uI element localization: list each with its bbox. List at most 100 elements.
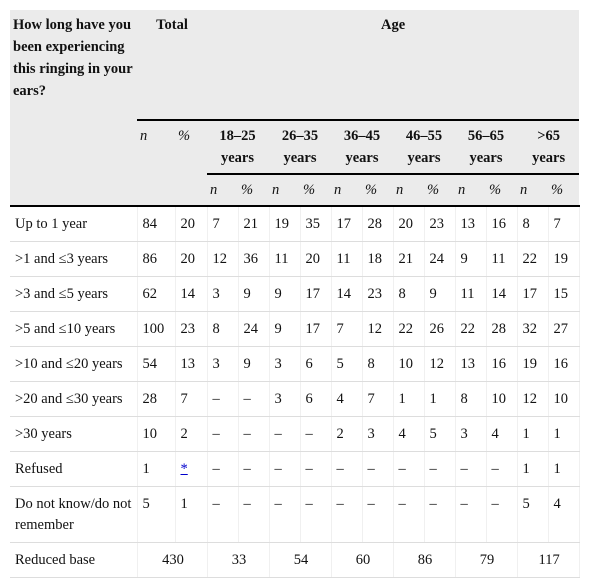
cell: 10 <box>486 381 518 417</box>
cell: 1 <box>548 416 580 452</box>
cell: 9 <box>455 241 487 277</box>
cell: – <box>269 451 301 487</box>
row-label: Do not know/do not remember <box>10 486 138 543</box>
cell: – <box>269 486 301 543</box>
cell: 5 <box>331 346 363 382</box>
cell: 5 <box>137 486 176 543</box>
row-label: >10 and ≤20 years <box>10 346 138 382</box>
cell: 62 <box>137 276 176 312</box>
cell: 19 <box>548 241 580 277</box>
sub-header: % <box>175 120 208 207</box>
cell: 6 <box>300 346 332 382</box>
cell: 16 <box>486 206 518 242</box>
cell: – <box>331 451 363 487</box>
cell: 36 <box>238 241 270 277</box>
cell: 1 <box>517 451 549 487</box>
cell: 1 <box>517 416 549 452</box>
cell: 8 <box>517 206 549 242</box>
age-group: 26–35 years <box>268 120 332 175</box>
cell: 21 <box>393 241 425 277</box>
cell: – <box>393 451 425 487</box>
cell: 10 <box>137 416 176 452</box>
cell: 20 <box>175 206 208 242</box>
cell: – <box>300 486 332 543</box>
cell: 27 <box>548 311 580 347</box>
cell: 4 <box>486 416 518 452</box>
cell: 8 <box>393 276 425 312</box>
base-row: Reduced base 430 33 54 60 86 79 117 <box>10 542 580 578</box>
cell: 8 <box>207 311 239 347</box>
cell: 4 <box>331 381 363 417</box>
cell: 14 <box>175 276 208 312</box>
row-label: >3 and ≤5 years <box>10 276 138 312</box>
base-cell: 430 <box>137 542 208 578</box>
cell: 54 <box>137 346 176 382</box>
cell: 2 <box>331 416 363 452</box>
cell: 9 <box>269 276 301 312</box>
cell: 22 <box>393 311 425 347</box>
row-label: Up to 1 year <box>10 206 138 242</box>
cell: – <box>269 416 301 452</box>
cell: – <box>207 381 239 417</box>
cell: 26 <box>424 311 456 347</box>
cell: 17 <box>331 206 363 242</box>
cell: 86 <box>137 241 176 277</box>
cell: 3 <box>207 276 239 312</box>
row-label: Reduced base <box>10 542 138 578</box>
cell: 1 <box>548 451 580 487</box>
cell: 11 <box>455 276 487 312</box>
sub-header: % <box>300 174 332 207</box>
cell: – <box>455 486 487 543</box>
sub-header: n <box>455 174 487 207</box>
cell: 3 <box>207 346 239 382</box>
table-row: >20 and ≤30 years 28 7– –3 6 4 7 1 1 8 10 12 10 <box>10 381 580 417</box>
table-header: How long have you been experiencing this… <box>10 10 580 207</box>
cell: 28 <box>137 381 176 417</box>
sub-header: % <box>548 174 580 207</box>
cell: – <box>486 486 518 543</box>
cell: 1 <box>175 486 208 543</box>
cell: 23 <box>424 206 456 242</box>
cell: 4 <box>393 416 425 452</box>
cell: 23 <box>362 276 394 312</box>
cell: 12 <box>424 346 456 382</box>
cell: 8 <box>362 346 394 382</box>
cell: – <box>238 381 270 417</box>
cell: 24 <box>424 241 456 277</box>
cell: 3 <box>269 381 301 417</box>
base-cell: 79 <box>455 542 518 578</box>
cell: – <box>207 451 239 487</box>
cell: 9 <box>269 311 301 347</box>
base-cell: 33 <box>207 542 270 578</box>
cell: 9 <box>238 346 270 382</box>
age-group: 36–45 years <box>330 120 394 175</box>
row-label: >5 and ≤10 years <box>10 311 138 347</box>
sub-header: % <box>362 174 394 207</box>
table-row: Up to 1 year 84 20 7 21 19 35 17 28 20 23 13 16 8 7 <box>10 206 580 242</box>
cell: – <box>486 451 518 487</box>
cell: 20 <box>175 241 208 277</box>
cell: 9 <box>238 276 270 312</box>
cell: * <box>175 451 208 487</box>
cell: 1 <box>424 381 456 417</box>
cell: 28 <box>362 206 394 242</box>
sub-header: % <box>486 174 518 207</box>
base-cell: 117 <box>517 542 580 578</box>
sub-header: n <box>393 174 425 207</box>
cell: 14 <box>486 276 518 312</box>
row-label: >20 and ≤30 years <box>10 381 138 417</box>
cell: 20 <box>300 241 332 277</box>
cell: 12 <box>517 381 549 417</box>
cell: 17 <box>300 311 332 347</box>
cell: – <box>300 416 332 452</box>
cell: 17 <box>517 276 549 312</box>
cell: 1 <box>393 381 425 417</box>
cell: – <box>424 486 456 543</box>
cell: 13 <box>455 206 487 242</box>
footnote-link[interactable]: * <box>180 461 188 477</box>
cell: – <box>207 416 239 452</box>
table-body: Up to 1 year 84 20 7 21 19 35 17 28 20 23 13 16 8 7 >1 … <box>10 206 580 578</box>
cell: 32 <box>517 311 549 347</box>
sub-header: n <box>137 120 175 207</box>
question: How long have you been experiencing this… <box>10 10 137 207</box>
